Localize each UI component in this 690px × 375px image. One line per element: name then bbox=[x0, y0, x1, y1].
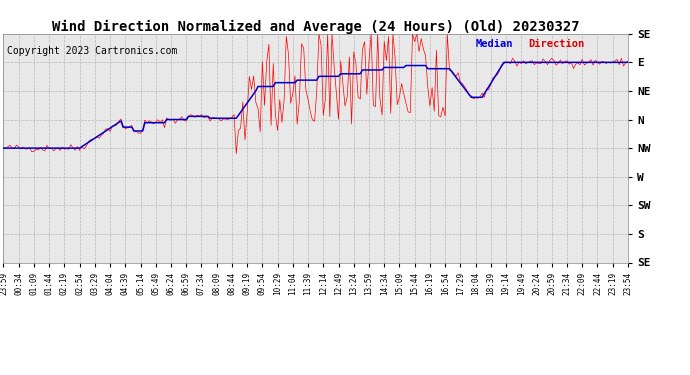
Title: Wind Direction Normalized and Average (24 Hours) (Old) 20230327: Wind Direction Normalized and Average (2… bbox=[52, 20, 580, 34]
Text: Copyright 2023 Cartronics.com: Copyright 2023 Cartronics.com bbox=[7, 46, 177, 56]
Text: Median: Median bbox=[476, 39, 513, 49]
Text: Direction: Direction bbox=[528, 39, 584, 49]
